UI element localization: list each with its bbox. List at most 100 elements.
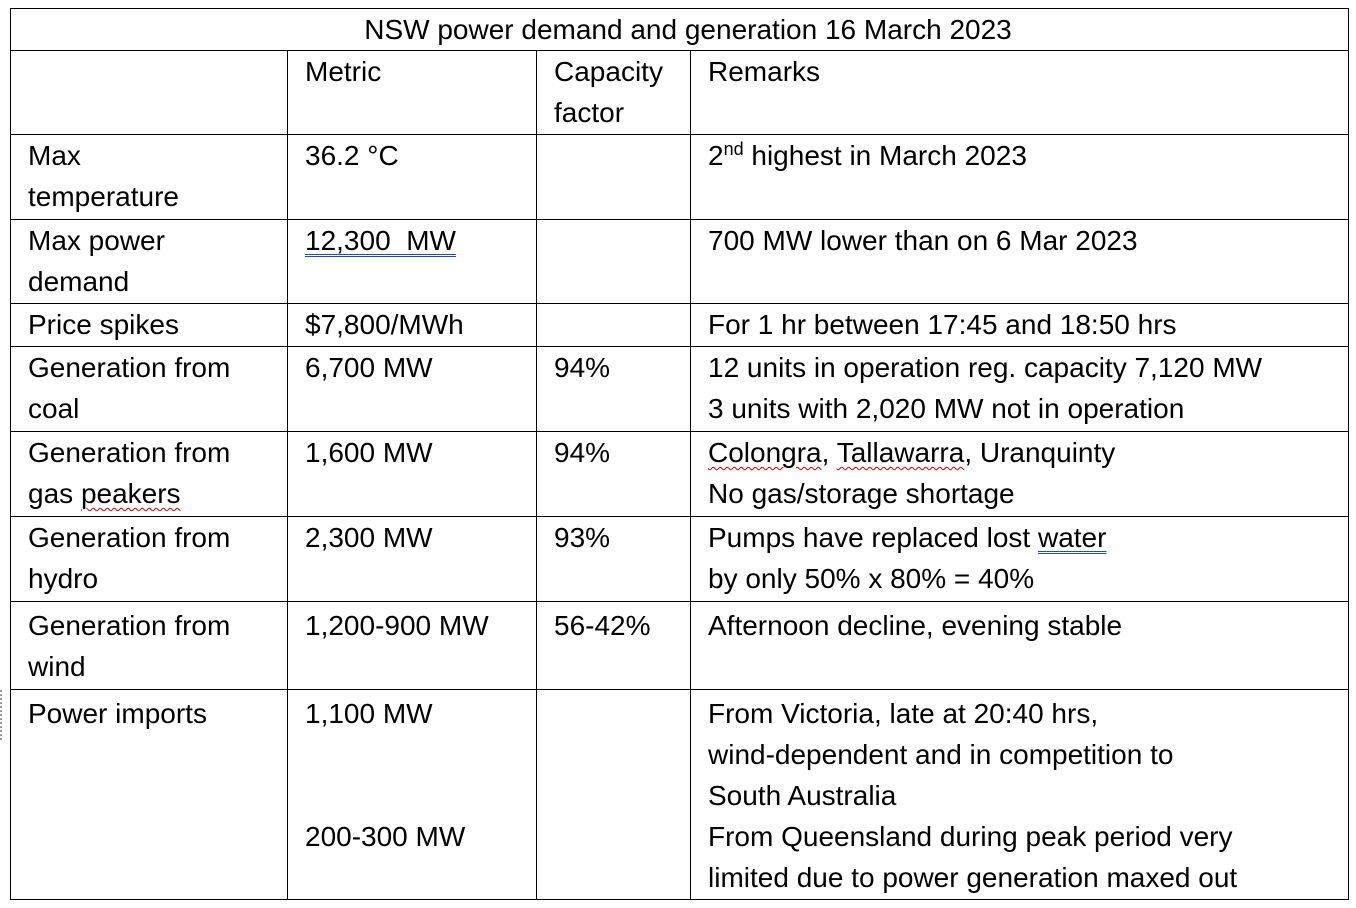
row-remarks-line: South Australia <box>708 780 897 811</box>
table-title: NSW power demand and generation 16 March… <box>10 8 1349 51</box>
row-metric: 12,300 MW <box>287 219 537 304</box>
row-metric-line: 36.2 °C <box>305 140 399 171</box>
row-remarks: Pumps have replaced lost water by only 5… <box>690 516 1349 602</box>
row-remarks-line: From Queensland during peak period very <box>708 821 1233 852</box>
row-item: Generation from coal <box>10 346 288 432</box>
title-row: NSW power demand and generation 16 March… <box>10 8 1349 51</box>
header-metric-label: Metric <box>305 56 382 87</box>
row-item: Price spikes <box>10 303 288 347</box>
row-metric: 6,700 MW <box>287 346 537 432</box>
row-remarks-line: From Victoria, late at 20:40 hrs, <box>708 698 1099 729</box>
row-metric-line: 1,600 MW <box>305 437 433 468</box>
row-capacity-factor <box>536 689 691 900</box>
row-remarks-line: wind-dependent and in competition to <box>708 739 1174 770</box>
row-capacity-factor: 94% <box>536 431 691 517</box>
row-remarks-line: 12 units in operation reg. capacity 7,12… <box>708 352 1263 383</box>
row-item: Generation from hydro <box>10 516 288 602</box>
row-remarks-line: No gas/storage shortage <box>708 478 1015 509</box>
row-metric-line: 2,300 MW <box>305 522 433 553</box>
row-item-line: Generation from <box>28 437 231 468</box>
row-metric-line: 200-300 MW <box>305 821 466 852</box>
row-metric: 2,300 MW <box>287 516 537 602</box>
header-capacity-line2: factor <box>554 97 625 128</box>
row-metric-line: 1,100 MW <box>305 698 433 729</box>
row-capacity-factor: 93% <box>536 516 691 602</box>
row-item-line: Power imports <box>28 698 207 729</box>
row-item: Generation from wind <box>10 601 288 690</box>
row-remarks-line: Pumps have replaced lost water <box>708 518 1348 559</box>
row-capacity-factor: 94% <box>536 346 691 432</box>
row-metric: 36.2 °C <box>287 134 537 220</box>
header-capacity-factor: Capacity factor <box>536 50 691 135</box>
margin-marker <box>0 690 4 740</box>
row-item-line: Generation from <box>28 352 231 383</box>
row-metric: 1,200-900 MW <box>287 601 537 690</box>
row-remarks-line: Afternoon decline, evening stable <box>708 610 1123 641</box>
remarks-superscript: nd <box>723 139 744 159</box>
remarks-text: , <box>821 437 837 468</box>
table-row: Power imports 1,100 MW 200-300 MW From V… <box>10 689 1349 900</box>
row-capacity-factor <box>536 134 691 220</box>
remarks-grammar-word: water <box>1037 522 1107 553</box>
header-remarks-label: Remarks <box>708 56 821 87</box>
row-item-line: Generation from <box>28 522 231 553</box>
row-item-line: hydro <box>28 563 99 594</box>
table-row: Generation from coal 6,700 MW 94% 12 uni… <box>10 346 1349 432</box>
table-row: Price spikes $7,800/MWh For 1 hr between… <box>10 303 1349 347</box>
row-item-line: wind <box>28 651 86 682</box>
header-capacity-line1: Capacity <box>554 56 663 87</box>
table-row: Generation from hydro 2,300 MW 93% Pumps… <box>10 516 1349 602</box>
row-metric-line: $7,800/MWh <box>305 309 464 340</box>
row-item-line: demand <box>28 266 130 297</box>
row-remarks-line: 2nd highest in March 2023 <box>708 136 1348 177</box>
row-remarks-line: limited due to power generation maxed ou… <box>708 862 1238 893</box>
row-remarks: 2nd highest in March 2023 <box>690 134 1349 220</box>
row-item: Max temperature <box>10 134 288 220</box>
header-item <box>10 50 288 135</box>
table-row: Generation from gas peakers 1,600 MW 94%… <box>10 431 1349 517</box>
header-remarks: Remarks <box>690 50 1349 135</box>
remarks-prefix: 2 <box>708 140 724 171</box>
row-metric: 1,100 MW 200-300 MW <box>287 689 537 900</box>
remarks-spellcheck-word: Tallawarra <box>836 437 965 468</box>
row-remarks-line: For 1 hr between 17:45 and 18:50 hrs <box>708 309 1177 340</box>
header-metric: Metric <box>287 50 537 135</box>
table-row: Max power demand 12,300 MW 700 MW lower … <box>10 219 1349 304</box>
row-item-spellcheck-word: peakers <box>80 478 181 509</box>
row-remarks-line: 700 MW lower than on 6 Mar 2023 <box>708 225 1138 256</box>
remarks-suffix: highest in March 2023 <box>743 140 1027 171</box>
row-metric: $7,800/MWh <box>287 303 537 347</box>
row-metric-line: 1,200-900 MW <box>305 610 489 641</box>
remarks-text: Pumps have replaced lost <box>708 522 1038 553</box>
row-capacity-factor <box>536 303 691 347</box>
row-remarks-line: 3 units with 2,020 MW not in operation <box>708 393 1185 424</box>
table-row: Generation from wind 1,200-900 MW 56-42%… <box>10 601 1349 690</box>
row-metric-line: 12,300 MW <box>305 225 456 256</box>
table-row: Max temperature 36.2 °C 2nd highest in M… <box>10 134 1349 220</box>
row-metric-spacer <box>305 775 536 816</box>
row-item-line: Max <box>28 140 81 171</box>
row-capacity-factor: 56-42% <box>536 601 691 690</box>
row-capacity-factor <box>536 219 691 304</box>
row-item-line: temperature <box>28 181 179 212</box>
row-item: Max power demand <box>10 219 288 304</box>
row-metric-line-wrap: 12,300 MW <box>305 221 536 262</box>
row-metric-line: 6,700 MW <box>305 352 433 383</box>
header-row: Metric Capacity factor Remarks <box>10 50 1349 135</box>
row-item-line: Price spikes <box>28 309 179 340</box>
row-item-line: Max power <box>28 225 165 256</box>
row-remarks: Colongra, Tallawarra, Uranquinty No gas/… <box>690 431 1349 517</box>
row-metric-spacer <box>305 734 536 775</box>
row-remarks: For 1 hr between 17:45 and 18:50 hrs <box>690 303 1349 347</box>
row-item-text: gas <box>28 478 81 509</box>
row-item: Generation from gas peakers <box>10 431 288 517</box>
row-remarks-line: Colongra, Tallawarra, Uranquinty <box>708 433 1348 474</box>
remarks-text: , Uranquinty <box>964 437 1116 468</box>
remarks-spellcheck-word: Colongra <box>708 437 822 468</box>
row-item: Power imports <box>10 689 288 900</box>
row-remarks: From Victoria, late at 20:40 hrs, wind-d… <box>690 689 1349 900</box>
row-item-line: coal <box>28 393 80 424</box>
power-demand-table: NSW power demand and generation 16 March… <box>10 8 1349 900</box>
row-item-line: gas peakers <box>28 473 287 514</box>
row-remarks: Afternoon decline, evening stable <box>690 601 1349 690</box>
